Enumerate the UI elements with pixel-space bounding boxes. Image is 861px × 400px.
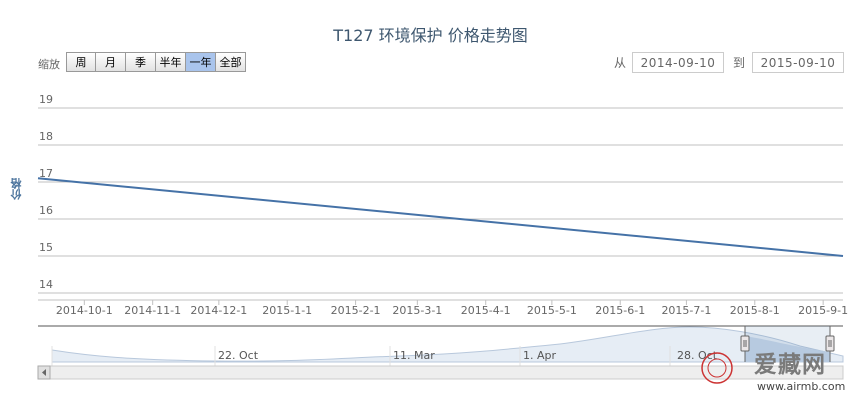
range-to-label: 到 xyxy=(733,56,746,70)
x-tick-label: 2014-12-1 xyxy=(190,304,247,317)
scrollbar-track[interactable] xyxy=(37,365,844,380)
x-tick-label: 2014-11-1 xyxy=(124,304,181,317)
watermark-logo: 爱藏网 xyxy=(754,352,826,378)
navigator-left-handle[interactable] xyxy=(740,335,750,352)
x-tick-label: 2015-9-1 xyxy=(798,304,848,317)
chart-title: T127 环境保护 价格走势图 xyxy=(333,26,528,45)
x-tick-label: 2015-4-1 xyxy=(461,304,511,317)
navigator-label: 22. Oct xyxy=(218,349,259,362)
x-tick-label: 2015-1-1 xyxy=(262,304,312,317)
navigator-right-handle[interactable] xyxy=(825,335,835,352)
zoom-button-1[interactable]: 月 xyxy=(96,52,126,72)
zoom-buttons: 周月季半年 一年 全部 xyxy=(66,52,246,72)
watermark-seal xyxy=(701,352,733,384)
x-tick-label: 2015-3-1 xyxy=(392,304,442,317)
y-tick-label: 19 xyxy=(39,93,53,106)
range-from-input[interactable]: 2014-09-10 xyxy=(632,52,724,73)
watermark-url: www.airmb.com xyxy=(757,380,846,393)
y-tick-label: 17 xyxy=(39,167,53,180)
scroll-left-arrow-icon xyxy=(42,369,46,376)
x-tick-label: 2015-7-1 xyxy=(661,304,711,317)
y-tick-label: 14 xyxy=(39,278,53,291)
zoom-button-5[interactable]: 全部 xyxy=(216,52,246,72)
navigator-label: 1. Apr xyxy=(523,349,556,362)
x-tick-label: 2014-10-1 xyxy=(56,304,113,317)
navigator-series-area xyxy=(51,326,844,363)
x-tick-label: 2015-8-1 xyxy=(730,304,780,317)
x-tick-label: 2015-5-1 xyxy=(527,304,577,317)
x-tick-label: 2015-6-1 xyxy=(595,304,645,317)
range-from-label: 从 xyxy=(614,56,627,70)
range-to-input[interactable]: 2015-09-10 xyxy=(752,52,844,73)
y-tick-label: 16 xyxy=(39,204,53,217)
zoom-button-2[interactable]: 季 xyxy=(126,52,156,72)
x-tick-label: 2015-2-1 xyxy=(331,304,381,317)
zoom-button-4[interactable]: 一年 xyxy=(186,52,216,72)
zoom-button-3[interactable]: 半年 xyxy=(156,52,186,72)
navigator-label: 28. Oct xyxy=(677,349,718,362)
y-tick-label: 18 xyxy=(39,130,53,143)
zoom-button-0[interactable]: 周 xyxy=(66,52,96,72)
navigator-label: 11. Mar xyxy=(393,349,435,362)
y-tick-label: 15 xyxy=(39,241,53,254)
price-line xyxy=(37,177,844,257)
navigator-window[interactable] xyxy=(745,326,830,362)
zoom-label: 缩放 xyxy=(38,58,60,71)
navigator-selected-area xyxy=(745,336,830,362)
watermark-seal-inner xyxy=(707,358,727,378)
